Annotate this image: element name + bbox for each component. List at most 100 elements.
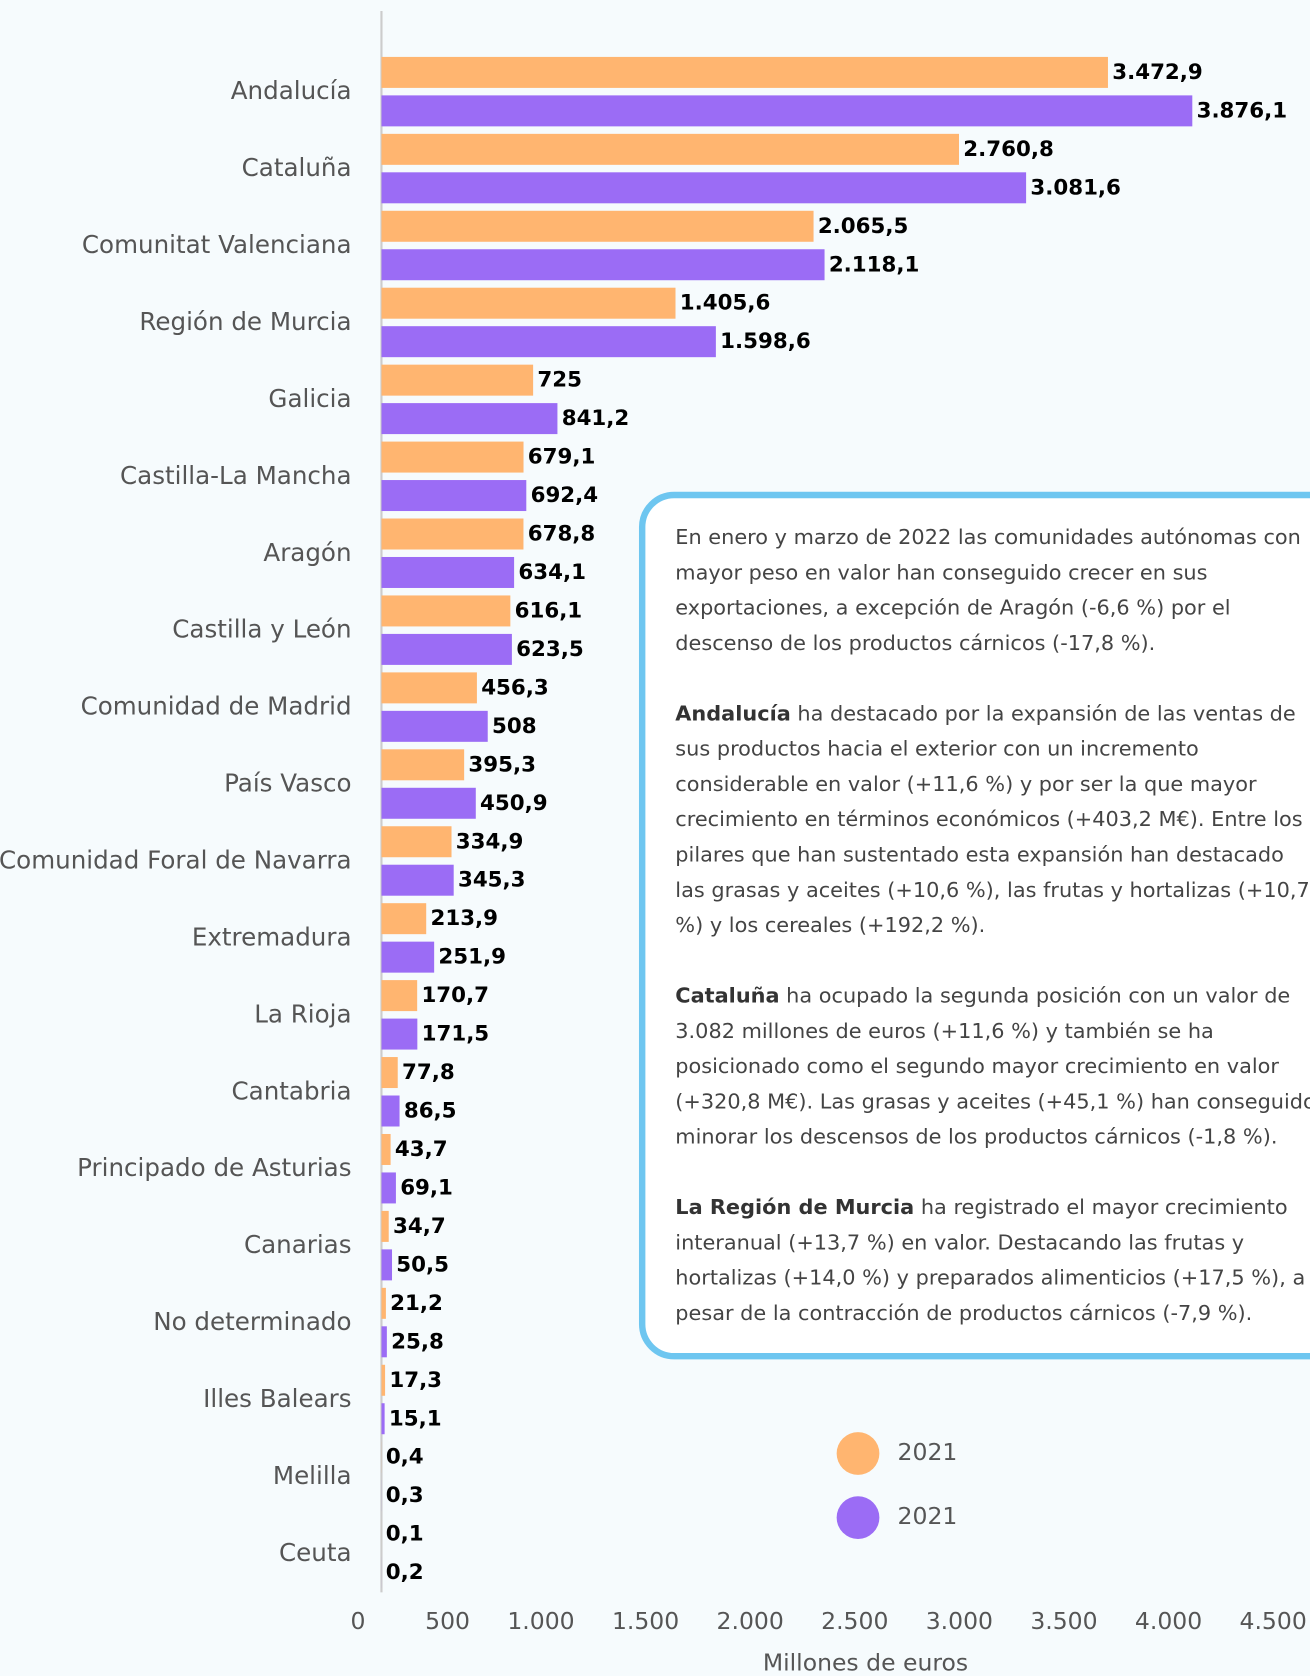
category-label: País Vasco	[224, 769, 351, 798]
bar	[381, 364, 534, 396]
legend-label: 2021	[898, 1502, 958, 1530]
category-label: Cataluña	[242, 153, 352, 182]
note-paragraph: Cataluña ha ocupado la segunda posición …	[675, 978, 1310, 1154]
value-label: 171,5	[422, 1022, 490, 1047]
value-label: 1.598,6	[720, 329, 811, 354]
value-label: 15,1	[389, 1406, 442, 1431]
bar	[381, 326, 716, 358]
bar	[381, 249, 825, 281]
value-label: 25,8	[391, 1329, 444, 1354]
x-tick-label: 4.500	[1240, 1607, 1307, 1635]
bar	[381, 749, 465, 781]
bar	[381, 710, 488, 742]
value-label: 0,4	[386, 1445, 424, 1470]
value-label: 616,1	[515, 598, 583, 623]
value-label: 77,8	[402, 1060, 455, 1085]
legend-label: 2021	[898, 1438, 958, 1466]
bar	[381, 1210, 389, 1242]
value-label: 3.472,9	[1112, 60, 1203, 85]
value-label: 34,7	[393, 1214, 446, 1239]
value-label: 213,9	[430, 906, 498, 931]
bar	[381, 1364, 386, 1396]
bar	[381, 480, 527, 512]
value-label: 395,3	[468, 752, 536, 777]
note-box	[638, 491, 1310, 1360]
value-label: 3.081,6	[1030, 175, 1121, 200]
bar	[381, 518, 524, 550]
value-label: 17,3	[389, 1368, 442, 1393]
bar	[381, 941, 435, 973]
category-label: Cantabria	[232, 1076, 352, 1105]
x-tick-label: 3.000	[926, 1607, 993, 1635]
legend-marker	[836, 1432, 880, 1475]
x-axis-label: Millones de euros	[763, 1648, 968, 1676]
x-tick-label: 2.000	[717, 1607, 784, 1635]
bar	[381, 672, 477, 704]
value-label: 0,2	[386, 1560, 424, 1585]
category-label: Comunitat Valenciana	[82, 230, 352, 259]
note: En enero y marzo de 2022 las comunidades…	[675, 520, 1310, 1331]
note-paragraph: En enero y marzo de 2022 las comunidades…	[675, 520, 1310, 661]
note-bold: La Región de Murcia	[675, 1194, 915, 1220]
bar	[381, 210, 814, 242]
value-label: 623,5	[516, 637, 584, 662]
category-label: No determinado	[153, 1307, 351, 1336]
category-label: Ceuta	[279, 1538, 352, 1567]
bar	[381, 903, 427, 935]
legend-marker	[836, 1496, 880, 1539]
category-label: Galicia	[268, 384, 351, 413]
x-tick-label: 1.000	[507, 1607, 574, 1635]
category-label: Comunidad Foral de Navarra	[0, 846, 352, 875]
x-tick-label: 0	[350, 1607, 365, 1635]
value-label: 678,8	[528, 522, 596, 547]
value-label: 170,7	[421, 983, 489, 1008]
category-label: Castilla-La Mancha	[120, 461, 351, 490]
note-bold: Andalucía	[675, 701, 791, 726]
category-label: Illes Balears	[203, 1384, 351, 1413]
bar	[381, 980, 418, 1012]
bar	[381, 556, 515, 588]
note-body: En enero y marzo de 2022 las comunidades…	[675, 524, 1301, 656]
value-label: 508	[492, 714, 537, 739]
x-tick-label: 4.000	[1135, 1607, 1202, 1635]
bar	[381, 1249, 393, 1281]
bar	[381, 403, 558, 435]
x-tick-label: 3.500	[1030, 1607, 1097, 1635]
category-label: Extremadura	[192, 922, 352, 951]
bar	[381, 1095, 400, 1127]
value-label: 2.065,5	[818, 214, 909, 239]
value-label: 1.405,6	[680, 291, 771, 316]
bar	[381, 441, 524, 473]
category-label: Región de Murcia	[139, 307, 351, 336]
value-label: 725	[537, 368, 582, 393]
category-label: Andalucía	[231, 76, 352, 105]
bar	[381, 133, 959, 165]
category-label: Castilla y León	[172, 615, 351, 644]
bar	[381, 1018, 418, 1050]
value-label: 50,5	[396, 1252, 449, 1277]
bar	[381, 1057, 398, 1089]
bar	[381, 172, 1027, 204]
bar	[381, 1172, 396, 1204]
bar	[381, 864, 454, 896]
note-text: En enero y marzo de 2022 las comunidades…	[675, 520, 1310, 1331]
category-label: La Rioja	[254, 999, 351, 1028]
value-label: 86,5	[404, 1099, 457, 1124]
bar	[381, 95, 1193, 127]
bar	[381, 595, 511, 627]
value-label: 334,9	[456, 829, 524, 854]
x-tick-label: 1.500	[612, 1607, 679, 1635]
category-label: Aragón	[263, 538, 351, 567]
value-label: 251,9	[438, 945, 506, 970]
value-label: 3.876,1	[1197, 98, 1288, 123]
x-tick-label: 2.500	[821, 1607, 888, 1635]
bar	[381, 56, 1108, 88]
value-label: 2.760,8	[963, 137, 1054, 162]
value-label: 2.118,1	[829, 252, 920, 277]
value-label: 0,1	[386, 1522, 424, 1547]
value-label: 456,3	[481, 675, 549, 700]
value-label: 21,2	[390, 1291, 443, 1316]
x-tick-label: 500	[425, 1607, 470, 1635]
